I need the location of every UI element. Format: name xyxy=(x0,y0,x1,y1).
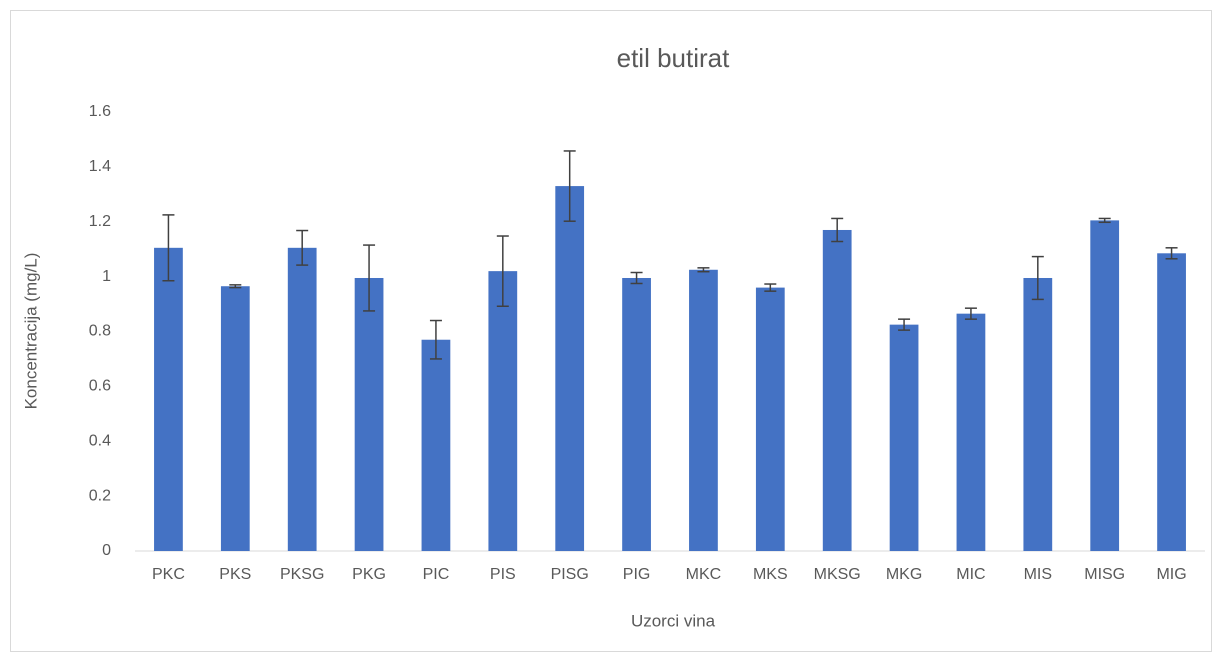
x-axis-label: Uzorci vina xyxy=(631,611,716,630)
x-tick-label: PKS xyxy=(219,566,251,583)
error-bar xyxy=(429,319,442,360)
bar xyxy=(154,247,183,552)
error-bar xyxy=(898,318,911,331)
bar xyxy=(488,271,518,551)
error-bar xyxy=(831,217,844,243)
bar xyxy=(1023,277,1053,551)
x-tick-label: MKSG xyxy=(814,566,861,583)
bar xyxy=(421,339,451,551)
bar xyxy=(956,313,986,551)
chart-title: etil butirat xyxy=(617,43,730,73)
bar xyxy=(889,324,919,551)
chart-frame xyxy=(10,10,1212,652)
error-bar xyxy=(229,284,242,289)
error-bar xyxy=(1165,247,1178,260)
x-tick-label: PKSG xyxy=(280,566,324,583)
x-tick-label: MKS xyxy=(753,566,788,583)
error-bar xyxy=(697,267,710,273)
bar xyxy=(555,186,585,552)
bar xyxy=(1157,253,1186,551)
bar xyxy=(755,287,785,551)
bar xyxy=(622,277,651,551)
bar xyxy=(220,286,250,551)
error-bar xyxy=(162,214,175,282)
y-tick-label: 0.2 xyxy=(89,487,111,504)
bar xyxy=(354,277,384,551)
x-tick-label: PIC xyxy=(423,566,450,583)
y-tick-label: 0.4 xyxy=(89,432,111,449)
error-bar xyxy=(764,283,777,292)
y-axis-label: Koncentracija (mg/L) xyxy=(21,253,40,410)
x-tick-label: PKC xyxy=(152,566,185,583)
x-tick-label: MIS xyxy=(1024,566,1052,583)
error-bar xyxy=(1098,217,1111,224)
error-bar xyxy=(496,235,509,308)
y-tick-label: 0.8 xyxy=(89,323,111,340)
x-tick-label: PIS xyxy=(490,566,516,583)
x-tick-label: PKG xyxy=(352,566,386,583)
x-tick-label: MKC xyxy=(686,566,722,583)
bar xyxy=(287,247,317,552)
error-bar xyxy=(363,244,376,312)
error-bar xyxy=(563,150,576,222)
y-tick-label: 1.2 xyxy=(89,213,111,230)
x-tick-label: MISG xyxy=(1084,566,1125,583)
y-tick-label: 0 xyxy=(102,542,111,559)
x-tick-label: PISG xyxy=(551,566,589,583)
error-bar xyxy=(296,229,309,266)
y-tick-label: 1.4 xyxy=(89,158,111,175)
x-tick-label: MIG xyxy=(1156,566,1186,583)
y-tick-label: 1 xyxy=(102,268,111,285)
y-tick-label: 1.6 xyxy=(89,103,111,120)
bar xyxy=(822,229,852,551)
error-bar xyxy=(1031,255,1044,301)
bar xyxy=(689,269,718,551)
x-tick-label: MIC xyxy=(956,566,985,583)
bar xyxy=(1090,220,1120,552)
x-tick-label: PIG xyxy=(623,566,651,583)
x-tick-label: MKG xyxy=(886,566,922,583)
error-bar xyxy=(964,307,977,320)
y-tick-label: 0.6 xyxy=(89,378,111,395)
error-bar xyxy=(630,271,643,285)
